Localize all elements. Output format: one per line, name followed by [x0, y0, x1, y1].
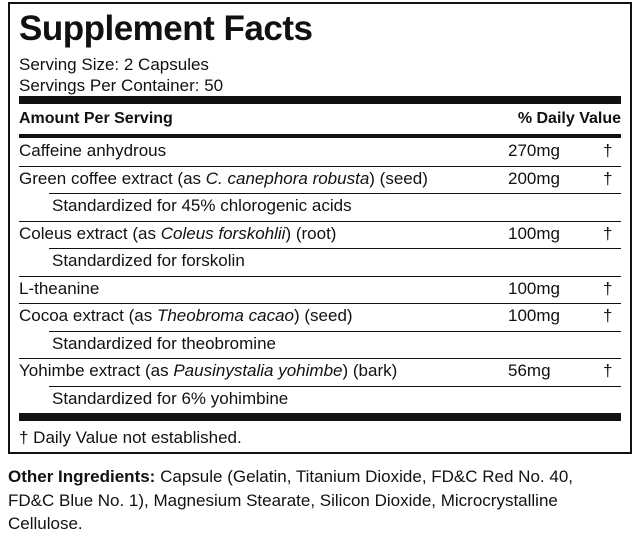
ingredient-name: Green coffee extract (as C. canephora ro… — [19, 169, 428, 189]
row-rule — [49, 248, 621, 249]
daily-value: † — [603, 168, 613, 188]
name-part: ) (bark) — [342, 361, 398, 380]
ingredient-name: Yohimbe extract (as Pausinystalia yohimb… — [19, 361, 397, 381]
daily-value: † — [603, 278, 613, 298]
amount: 56mg — [508, 361, 551, 380]
name-part: Pausinystalia yohimbe — [173, 361, 343, 380]
row-rule — [49, 330, 621, 332]
table-row: Standardized for 6% yohimbine — [19, 385, 621, 414]
amount: 270mg — [508, 141, 560, 160]
panel-title: Supplement Facts — [19, 9, 313, 48]
ingredient-name: Caffeine anhydrous — [19, 141, 166, 161]
table-row: Coleus extract (as Coleus forskohlii) (r… — [19, 220, 621, 249]
table-row: Green coffee extract (as C. canephora ro… — [19, 165, 621, 194]
name-part: C. canephora robusta — [205, 168, 370, 188]
name-part: Caffeine anhydrous — [19, 141, 167, 160]
name-part: L-theanine — [19, 278, 100, 298]
ingredient-name: Cocoa extract (as Theobroma cacao) (seed… — [19, 306, 353, 326]
table-row: Standardized for forskolin — [19, 248, 621, 276]
facts-panel: Supplement Facts Serving Size: 2 Capsule… — [8, 2, 632, 454]
row-rule — [19, 303, 621, 304]
name-part: Cocoa extract (as — [19, 306, 157, 325]
ingredient-name: Coleus extract (as Coleus forskohlii) (r… — [19, 224, 336, 244]
footnote: † Daily Value not established. — [19, 428, 242, 447]
name-part: Theobroma cacao — [156, 306, 294, 325]
name-part: ) (seed) — [293, 306, 353, 325]
name-part: Green coffee extract (as — [19, 168, 206, 188]
name-part: Coleus forskohlii — [160, 223, 286, 243]
ingredient-name: Standardized for theobromine — [52, 334, 276, 354]
other-text: Capsule (Gelatin, Titanium Dioxide, FD&C… — [8, 467, 573, 533]
table-row: Standardized for theobromine — [19, 330, 621, 359]
table-header: Amount Per Serving % Daily Value — [19, 104, 621, 134]
row-rule — [19, 358, 621, 359]
row-rule — [19, 220, 621, 222]
amount: 100mg — [508, 223, 560, 243]
ingredient-name: L-theanine — [19, 279, 99, 299]
divider — [19, 96, 621, 104]
name-part: Standardized for 45% chlorogenic acids — [52, 196, 352, 215]
table-body: Caffeine anhydrous 270mg † Green coffee ext… — [19, 138, 621, 413]
name-part: Standardized for forskolin — [52, 251, 245, 270]
name-part: ) (root) — [285, 223, 337, 243]
table-row: Standardized for 45% chlorogenic acids — [19, 193, 621, 221]
ingredient-name: Standardized for 45% chlorogenic acids — [52, 196, 352, 216]
header-cell: % Daily Value — [517, 110, 621, 127]
other-label: Other Ingredients: — [8, 467, 156, 486]
daily-value: † — [603, 361, 613, 380]
table-row: Yohimbe extract (as Pausinystalia yohimb… — [19, 358, 621, 386]
divider — [19, 134, 621, 138]
row-rule — [19, 165, 621, 167]
name-part: ) (seed) — [369, 168, 428, 188]
name-part: Standardized for theobromine — [52, 333, 276, 353]
name-part: Coleus extract (as — [19, 223, 161, 243]
row-rule — [19, 275, 621, 277]
table-row: L-theanine 100mg † — [19, 275, 621, 304]
amount: 100mg — [508, 306, 560, 325]
amount: 100mg — [508, 278, 560, 298]
daily-value: † — [603, 223, 613, 243]
row-rule — [49, 193, 621, 194]
daily-value: † — [603, 141, 613, 160]
table-row: Cocoa extract (as Theobroma cacao) (seed… — [19, 303, 621, 331]
ingredient-name: Standardized for 6% yohimbine — [52, 389, 288, 409]
name-part: Standardized for 6% yohimbine — [52, 388, 289, 408]
other-ingredients: Other Ingredients: Capsule (Gelatin, Tit… — [8, 465, 618, 536]
daily-value: † — [603, 306, 613, 325]
header-cell: Amount Per Serving — [19, 110, 173, 127]
table-row: Caffeine anhydrous 270mg † — [19, 138, 621, 166]
divider — [19, 413, 621, 421]
name-part: Yohimbe extract (as — [19, 361, 174, 380]
serving-size: Serving Size: 2 Capsules — [19, 55, 209, 74]
ingredient-name: Standardized for forskolin — [52, 251, 245, 271]
servings-per-container: Servings Per Container: 50 — [19, 76, 224, 95]
row-rule — [49, 385, 621, 387]
amount: 200mg — [508, 168, 560, 188]
